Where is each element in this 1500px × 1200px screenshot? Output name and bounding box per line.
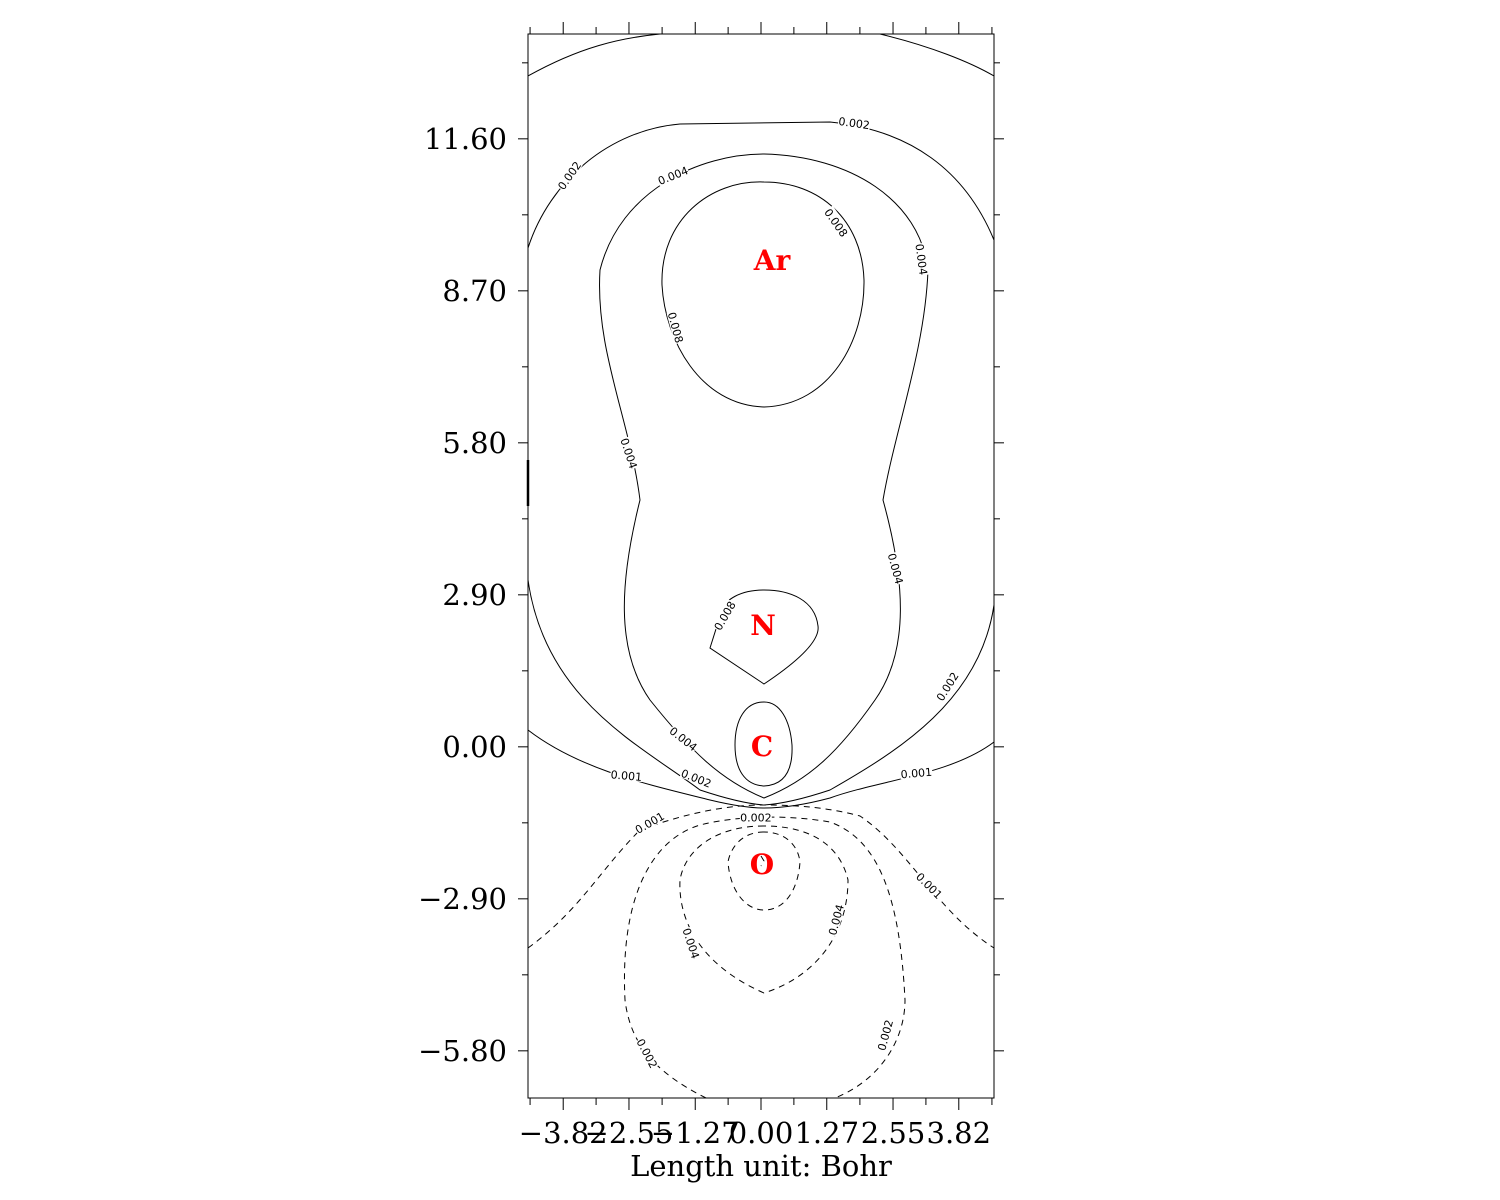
contour-label-bg: [667, 723, 701, 753]
contour-label: 0.002: [554, 158, 584, 192]
contour-label-bg: [932, 669, 961, 703]
contour-label-bg: [837, 113, 872, 131]
contour-line: [599, 153, 929, 799]
contour-label-text: 0.004: [680, 927, 702, 961]
contour-label-text: 0.004: [885, 552, 906, 586]
contour-label: 0.004: [667, 723, 701, 755]
contour-label-bg: [666, 310, 687, 345]
x-tick-label: 0.00: [729, 1116, 794, 1150]
contour-label-bg: [679, 765, 714, 789]
contour-label: 0.004: [885, 551, 907, 586]
contour-label-text: 0.004: [826, 903, 847, 937]
contour-label: 0.008: [710, 598, 739, 633]
contour-label-text: 0.002: [740, 812, 772, 825]
contour-label-bg: [681, 925, 703, 961]
x-tick-label: −3.82: [519, 1116, 608, 1150]
atom-label-ar: Ar: [753, 244, 792, 277]
x-axis-label: Length unit: Bohr: [630, 1149, 892, 1183]
axis-ticks: [518, 22, 1004, 1110]
contour-label-text: 0.004: [656, 164, 690, 188]
contour-label: 0.004: [825, 902, 847, 937]
atom-label-c: C: [751, 730, 773, 763]
contour-label-text: 0.008: [665, 311, 686, 345]
contour-label-bg: [554, 158, 583, 192]
contour-label: 0.004: [912, 242, 931, 276]
contour-label-text: 0.004: [617, 436, 639, 470]
y-tick-label: −5.80: [418, 1034, 507, 1068]
contour-label: 0.001: [913, 869, 946, 902]
contour-label: 0.001: [610, 767, 643, 784]
y-tick-labels: 11.60 8.70 5.80 2.90 0.00 −2.90 −5.80: [418, 122, 507, 1068]
contour-label-text: 0.004: [912, 243, 929, 276]
contour-label-text: 0.001: [913, 870, 944, 901]
contour-label-bg: [710, 598, 738, 633]
contour-label-bg: [874, 1017, 895, 1052]
contour-line: [661, 181, 865, 408]
contour-label-text: 0.002: [634, 1037, 660, 1071]
contour-label-bg: [739, 810, 772, 823]
y-tick-label: 5.80: [442, 426, 507, 460]
x-tick-label: −1.27: [651, 1116, 740, 1150]
y-tick-label: 11.60: [424, 122, 507, 156]
contour-label: 0.002: [837, 113, 872, 132]
contour-label-bg: [914, 869, 946, 901]
x-tick-label: −2.55: [585, 1116, 674, 1150]
contour-label: 0.002: [932, 669, 962, 704]
plot-frame: [527, 33, 995, 1099]
contour-label-bg: [610, 767, 643, 783]
atom-label-o: O: [750, 848, 774, 881]
atom-label-n: N: [750, 609, 776, 642]
contour-label-text: 0.008: [712, 599, 739, 633]
contour-label-text: 0.001: [633, 810, 667, 837]
x-tick-label: 2.55: [861, 1116, 926, 1150]
contour-label: 0.004: [655, 163, 690, 188]
contour-line-dashed: [760, 855, 765, 867]
contour-label-bg: [822, 205, 851, 239]
contour-label-bg: [886, 551, 907, 586]
contour-label-bg: [825, 902, 846, 937]
y-tick-label: 2.90: [442, 578, 507, 612]
y-tick-label: 0.00: [442, 730, 507, 764]
contour-label-bg: [619, 435, 641, 471]
atom-labels: Ar N C O: [750, 244, 792, 881]
contour-label: 0.001: [632, 808, 667, 837]
contour-label-text: 0.001: [610, 768, 643, 784]
contour-line: [734, 701, 793, 787]
contour-line-dashed: [679, 825, 849, 994]
x-tick-label: 1.27: [794, 1116, 859, 1150]
contour-label: 0.002: [874, 1017, 896, 1052]
contour-label-text: 0.001: [900, 766, 933, 782]
contour-label: 0.001: [899, 764, 933, 782]
x-tick-label: 3.82: [927, 1116, 992, 1150]
contour-label-bg: [899, 764, 933, 780]
contour-label-text: 0.002: [934, 670, 962, 704]
contour-label: 0.008: [665, 310, 687, 345]
x-tick-labels: −3.82−2.55−1.270.00 1.27 2.55 3.82: [519, 1116, 991, 1150]
contour-label-bg: [635, 1036, 661, 1070]
contour-label-bg: [655, 163, 690, 187]
contour-label: 0.002: [634, 1036, 661, 1071]
contour-label-text: 0.004: [667, 725, 700, 755]
contour-line: [879, 34, 994, 77]
contour-line-dashed: [528, 804, 994, 949]
y-tick-label: −2.90: [418, 882, 507, 916]
contour-line: [528, 34, 661, 77]
contour-label-text: 0.002: [555, 159, 584, 192]
contour-label-text: 0.002: [875, 1018, 896, 1052]
contour-line-dashed: [623, 816, 906, 1098]
contour-label-text: 0.008: [821, 206, 850, 239]
contour-label-bg: [914, 242, 931, 276]
y-tick-label: 8.70: [442, 274, 507, 308]
contour-line: [528, 121, 994, 249]
contour-line: [709, 589, 819, 685]
contour-label: 0.004: [617, 435, 641, 471]
contour-label-text: 0.002: [838, 115, 871, 132]
contour-label: 0.002: [739, 810, 772, 825]
contour-label-bg: [632, 808, 667, 836]
